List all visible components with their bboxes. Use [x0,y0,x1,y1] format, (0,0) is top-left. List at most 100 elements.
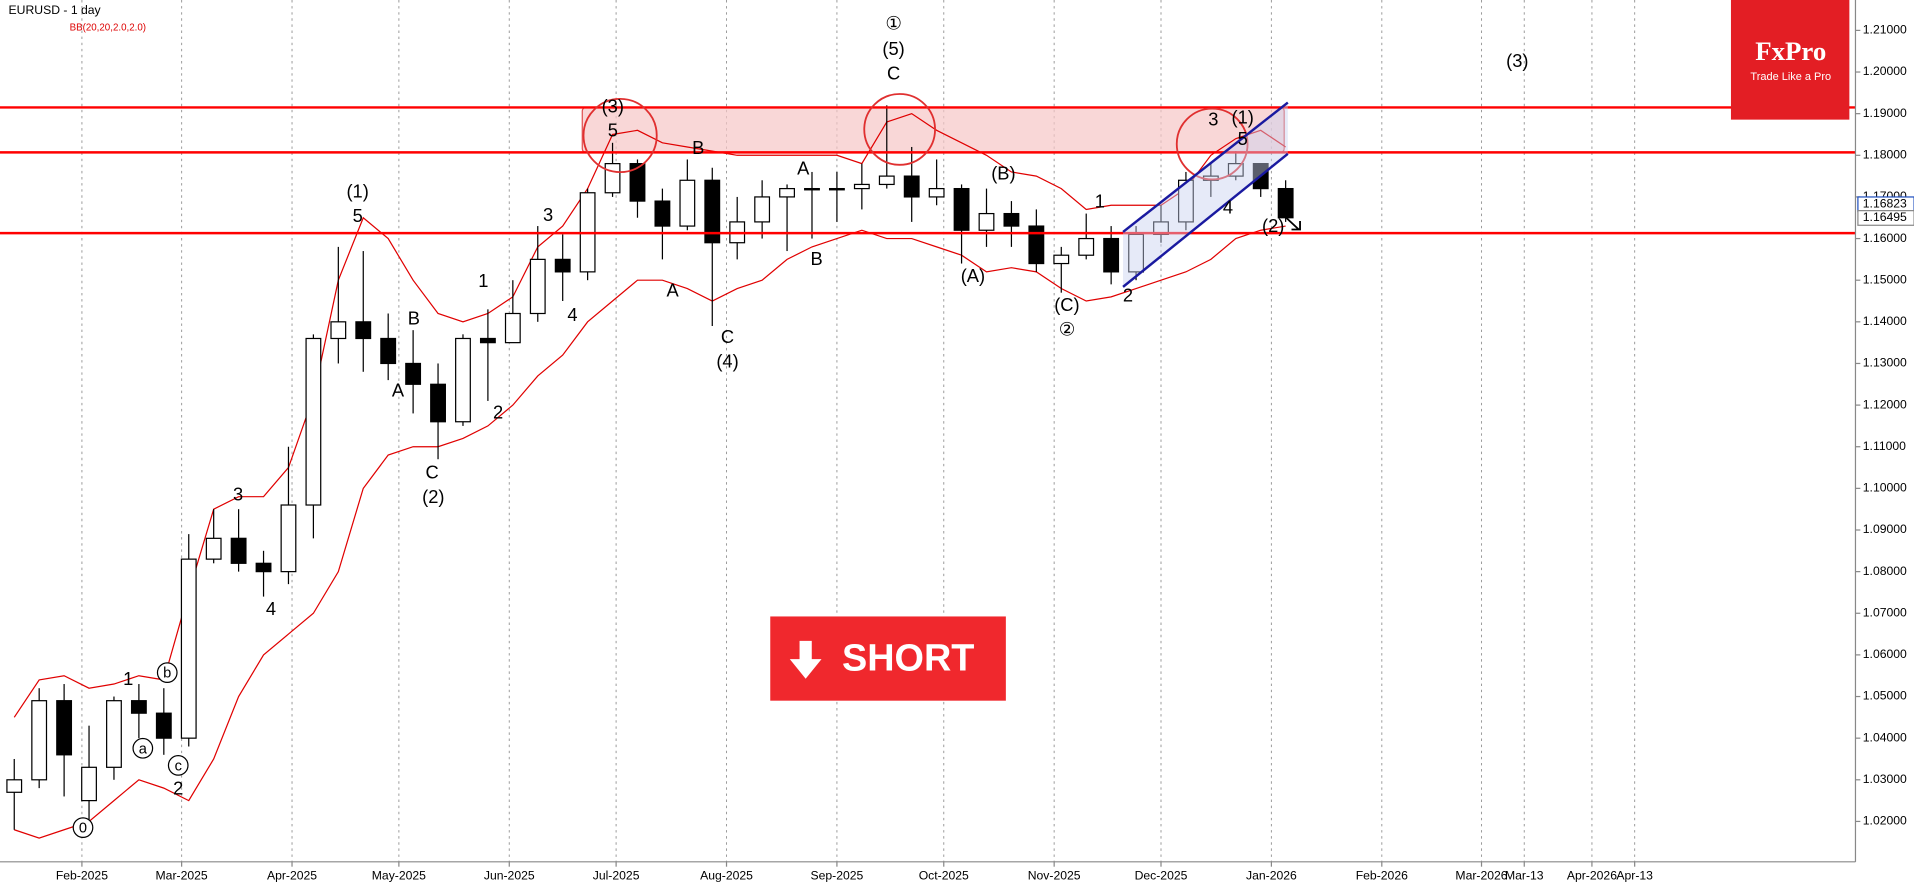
highlight-circle [1175,107,1249,181]
candle-body [853,183,870,190]
x-tick-label: Apr-2026 [1567,869,1617,883]
x-tick-label: Aug-2025 [700,869,753,883]
bollinger-lower [14,225,1286,839]
y-tick-label: 1.20000 [1863,64,1907,78]
wave-label: 0 [79,821,87,837]
channel-line [1122,101,1289,233]
wave-label: (A) [961,265,985,286]
wave-label: 5 [1238,128,1248,149]
candle-body [255,562,272,573]
highlight-circle [582,97,658,174]
candle-body [330,321,347,340]
channel-line [1122,152,1289,288]
candle-body [679,179,696,227]
candle-body [903,175,920,198]
y-tick-label: 1.13000 [1863,356,1907,370]
signal-text: SHORT [842,637,974,679]
wave-label: 1 [478,270,488,291]
y-tick-label: 1.08000 [1863,564,1907,578]
wave-label: A [797,158,810,179]
candle-body [878,175,895,186]
candle-body [928,187,945,198]
wave-label: 3 [543,204,553,225]
direction-arrow [1281,212,1301,231]
wave-label: (1) [346,181,368,202]
y-tick-label: 1.07000 [1863,605,1907,619]
wave-label: 1 [1095,190,1105,211]
y-tick-label: 1.14000 [1863,314,1907,328]
wave-label: (3) [1506,50,1528,71]
candle-body [106,700,122,768]
candle-body [804,187,820,191]
wave-label: 3 [1208,109,1218,130]
candle-body [1003,212,1020,227]
wave-label: 4 [1223,197,1233,218]
x-tick-label: Oct-2025 [919,869,969,883]
x-tick-label: Jun-2025 [484,869,535,883]
y-tick-label: 1.18000 [1863,148,1907,162]
down-arrow-icon [789,640,822,679]
wave-label: 5 [608,120,618,141]
x-tick-label: Sep-2025 [810,869,863,883]
x-tick-label: Jan-2026 [1246,869,1297,883]
x-tick-label: Mar-13 [1505,869,1544,883]
y-tick-label: 1.05000 [1863,689,1907,703]
y-tick-label: 1.12000 [1863,397,1907,411]
y-tick-label: 1.16000 [1863,231,1907,245]
wave-label: (2) [422,486,444,507]
logo-tagline: Trade Like a Pro [1750,71,1831,83]
x-tick-label: Dec-2025 [1135,869,1188,883]
wave-label: B [811,248,823,269]
x-tick-label: May-2025 [372,869,426,883]
x-tick-label: Apr-13 [1616,869,1653,883]
wave-label: 5 [353,205,363,226]
candle-body [953,187,970,231]
candle-body [654,200,671,227]
wave-label: ① [885,12,901,33]
candle-body [604,163,621,194]
annotations: 01 bac234(1)5ABC(2)1234(3)5ABC(4)AB①(5)C(… [72,12,1529,839]
wave-circle [72,817,94,839]
x-tick-label: Mar-2026 [1455,869,1507,883]
candle-body [1103,237,1120,273]
y-tick-label: 1.04000 [1863,730,1907,744]
wave-label: ② [1059,319,1075,340]
wave-label: b [163,666,171,682]
wave-label: C [721,326,734,347]
y-tick-label: 1.02000 [1863,814,1907,828]
candle-body [31,700,48,781]
y-tick-label: 1.06000 [1863,647,1907,661]
candle-body [779,187,795,198]
candle-body [1128,233,1145,273]
wave-label: (4) [716,350,738,371]
wave-label: a [139,741,148,757]
wave-label: (3) [602,95,624,116]
wave-label: (5) [882,38,904,59]
signal-button: SHORT [770,616,1006,701]
wave-label: 1 [123,668,133,689]
candle-body [155,712,172,739]
y-tick-label: 1.21000 [1863,23,1907,37]
candle-body [1153,221,1169,236]
candle-body [180,558,197,739]
candle-body [81,766,97,802]
candle-body [130,700,147,714]
wave-circle [132,737,154,759]
logo: FxPro Trade Like a Pro [1730,0,1850,120]
logo-box [1730,0,1850,120]
wave-label: c [175,758,182,774]
wave-circle [156,662,178,683]
candle-body [554,258,571,273]
y-tick-label: 1.09000 [1863,522,1907,536]
candle-body [380,337,397,365]
candle-body [629,163,646,202]
candle-body [704,179,721,244]
bollinger-upper [13,112,1286,718]
x-tick-label: Jul-2025 [593,869,640,883]
wave-circle [167,755,189,776]
y-tick-label: 1.10000 [1863,481,1907,495]
wave-label: C [426,461,439,482]
chart-title: EURUSD - 1 day [9,3,102,17]
